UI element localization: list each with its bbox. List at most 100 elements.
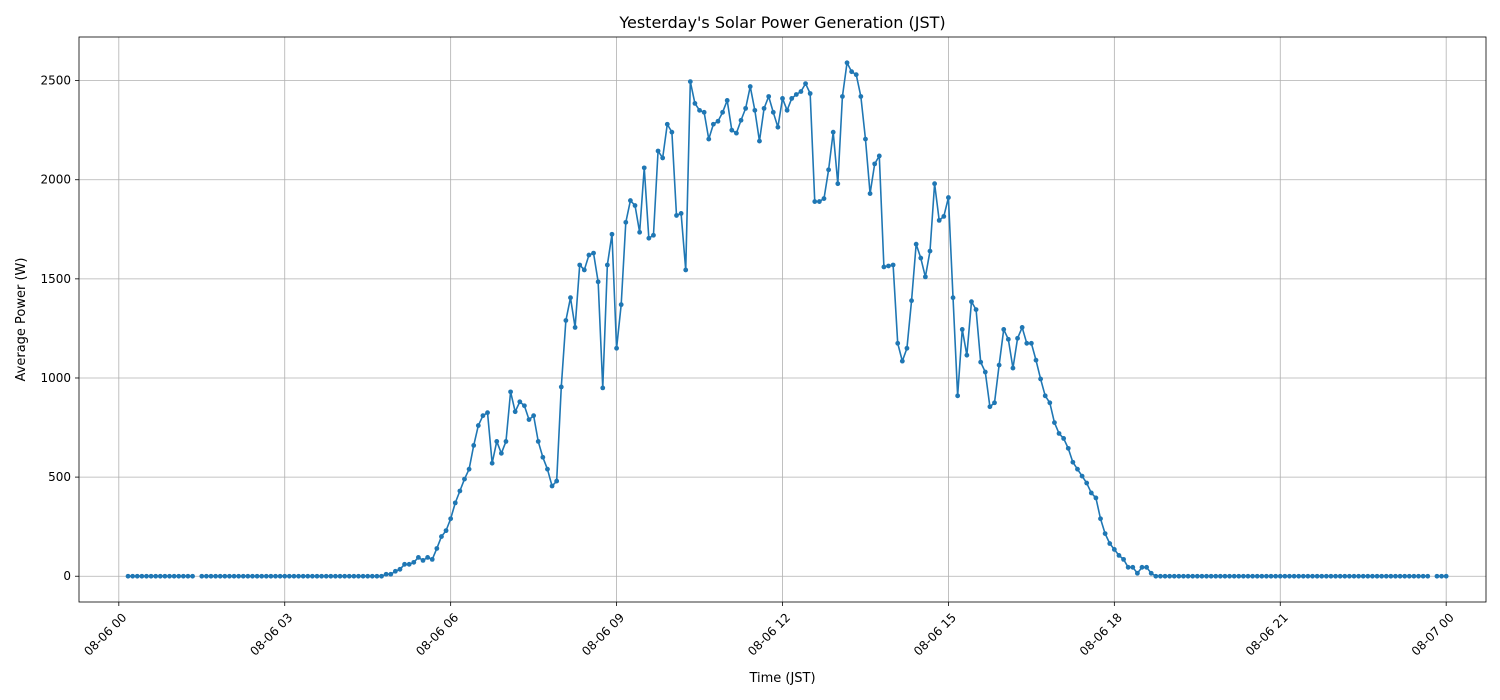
data-point — [747, 84, 753, 89]
data-point — [586, 252, 592, 258]
data-point — [1125, 564, 1131, 570]
data-point — [655, 148, 661, 154]
data-point — [1015, 335, 1020, 341]
data-point — [1250, 573, 1256, 579]
data-point — [683, 267, 689, 273]
data-point — [752, 107, 758, 113]
data-point — [1383, 573, 1389, 579]
data-point — [604, 262, 610, 268]
data-point — [816, 199, 822, 204]
data-point — [628, 198, 633, 203]
data-point — [1084, 480, 1090, 486]
data-point — [1038, 376, 1043, 382]
data-point — [1277, 573, 1283, 579]
data-point — [637, 229, 643, 235]
data-point — [697, 107, 702, 113]
data-point — [660, 155, 666, 161]
data-point — [927, 248, 933, 254]
data-point — [761, 105, 767, 111]
data-point — [692, 101, 698, 106]
data-point — [369, 573, 375, 579]
data-point — [383, 571, 389, 577]
data-point — [1153, 573, 1159, 579]
data-point — [826, 167, 831, 173]
data-point — [434, 546, 440, 551]
data-point — [1416, 573, 1421, 579]
x-tick-label: 08-06 03 — [247, 610, 295, 658]
tick-layer: 08-06 00 08-06 03 08-06 06 08-06 09 08-06 12… — [40, 74, 1456, 659]
data-point — [1333, 573, 1338, 579]
data-point — [950, 295, 956, 301]
data-point — [973, 307, 979, 312]
data-point — [222, 573, 228, 579]
data-point — [466, 466, 472, 472]
data-point — [328, 573, 334, 579]
data-point — [300, 573, 306, 579]
data-point — [996, 362, 1002, 368]
data-point — [379, 573, 384, 579]
y-tick-label: 500 — [48, 470, 71, 484]
data-point — [932, 181, 937, 187]
data-point — [416, 554, 421, 560]
data-point — [1028, 340, 1034, 346]
data-point — [503, 439, 509, 444]
data-point — [775, 124, 781, 130]
data-point — [217, 573, 223, 579]
data-point — [720, 109, 725, 115]
data-point — [457, 488, 463, 494]
x-tick-label: 08-06 21 — [1243, 610, 1291, 658]
data-point — [471, 442, 477, 448]
data-point — [498, 450, 504, 456]
data-point — [296, 573, 301, 579]
series-line — [201, 61, 1428, 578]
data-point — [1254, 573, 1260, 579]
data-point — [1019, 325, 1025, 330]
data-point — [545, 466, 550, 472]
data-point — [1296, 573, 1302, 579]
data-point — [978, 359, 984, 365]
data-point — [1061, 436, 1067, 441]
data-point — [1162, 573, 1168, 579]
x-tick-label: 08-06 12 — [745, 610, 793, 658]
data-point — [710, 121, 716, 127]
data-point — [1144, 564, 1149, 570]
x-tick-label: 08-06 18 — [1077, 610, 1125, 658]
data-point — [134, 573, 140, 579]
data-point — [899, 358, 905, 364]
data-point — [1075, 466, 1080, 472]
data-point — [591, 250, 596, 256]
data-point — [1222, 573, 1228, 579]
data-point — [549, 483, 555, 489]
data-point — [678, 211, 684, 216]
series-layer — [125, 60, 1449, 579]
data-point — [1319, 573, 1325, 579]
data-point — [867, 191, 873, 197]
data-point — [798, 89, 804, 94]
data-point — [1425, 573, 1431, 579]
data-point — [1217, 573, 1223, 579]
data-point — [374, 573, 380, 579]
data-point — [563, 318, 569, 323]
data-point — [291, 573, 297, 579]
data-point — [337, 573, 343, 579]
data-point — [1052, 420, 1057, 425]
data-point — [462, 476, 467, 482]
data-point — [1199, 573, 1205, 579]
x-tick-label: 08-07 00 — [1409, 610, 1457, 658]
data-point — [881, 264, 887, 270]
data-point — [1310, 573, 1315, 579]
x-tick-label: 08-06 06 — [413, 610, 461, 658]
data-point — [1273, 573, 1279, 579]
data-point — [766, 94, 772, 99]
data-point — [1379, 573, 1385, 579]
data-point — [803, 81, 808, 86]
data-point — [1439, 573, 1444, 579]
data-point — [162, 573, 168, 579]
data-point — [231, 573, 237, 579]
data-point — [531, 413, 537, 419]
data-point — [1139, 564, 1145, 570]
data-point — [1356, 573, 1362, 579]
data-point — [508, 389, 513, 395]
data-point — [333, 573, 338, 579]
data-point — [646, 235, 652, 241]
